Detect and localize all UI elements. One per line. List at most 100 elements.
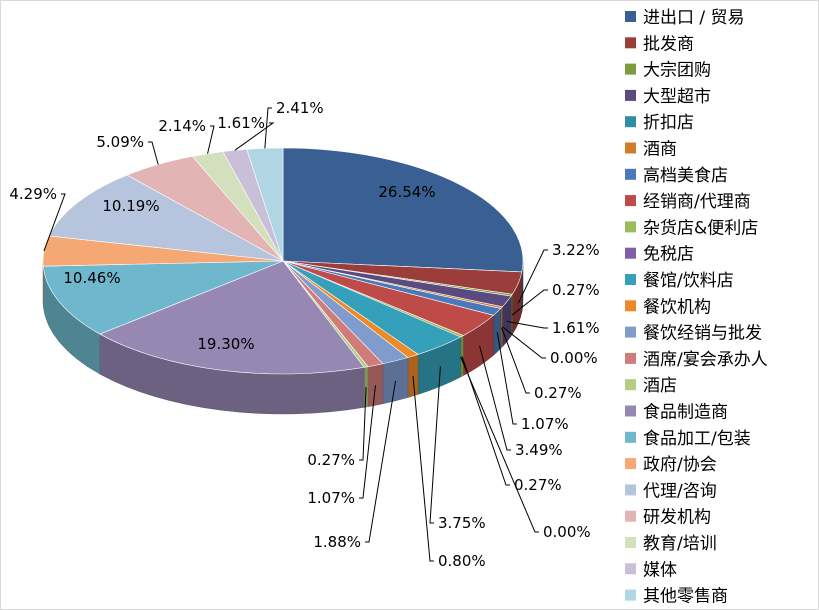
legend-swatch-10 <box>625 274 636 285</box>
slice-0-label: 26.54% <box>378 183 435 201</box>
slice-3-leader <box>506 321 548 329</box>
pie-side-walls <box>42 260 524 415</box>
slice-14-label: 0.27% <box>307 451 355 469</box>
slice-5-leader <box>501 327 530 394</box>
legend-label-20: 教育/培训 <box>643 534 717 554</box>
legend-label-22: 其他零售商 <box>643 587 728 607</box>
slice-15-top <box>99 260 365 375</box>
legend-label-3: 大型超市 <box>643 87 711 107</box>
slice-10-leader <box>429 366 441 524</box>
slice-21-leader <box>234 122 275 151</box>
slice-2-leader <box>511 289 548 316</box>
slice-7-label: 3.49% <box>515 441 563 459</box>
legend-label-5: 酒商 <box>643 140 677 160</box>
slice-13-label: 1.07% <box>307 489 355 507</box>
legend-label-8: 杂货店&便利店 <box>643 218 758 238</box>
slice-8-leader <box>461 356 510 486</box>
slice-17-leader <box>43 193 66 252</box>
slice-9-label: 0.00% <box>543 523 591 541</box>
slice-6-leader <box>496 331 517 425</box>
legend-swatch-14 <box>625 379 636 391</box>
legend-swatch-12 <box>625 326 636 338</box>
slice-8-label: 0.27% <box>514 476 562 494</box>
legend-label-9: 免税店 <box>643 245 694 265</box>
slice-8-side <box>460 335 464 378</box>
slice-14-side <box>363 366 369 408</box>
legend-swatch-21 <box>625 563 636 575</box>
legend-swatch-1 <box>625 37 636 49</box>
slice-12-leader <box>365 380 397 543</box>
legend-label-0: 进出口 / 贸易 <box>643 8 745 28</box>
legend-label-2: 大宗团购 <box>643 61 711 81</box>
slice-13-leader <box>359 385 376 499</box>
pie-top-faces <box>42 147 524 375</box>
legend-swatch-11 <box>625 300 636 312</box>
slice-4-leader <box>502 326 546 359</box>
legend-label-19: 研发机构 <box>643 508 711 528</box>
slice-12-side <box>382 357 409 405</box>
legend-label-17: 政府/协会 <box>643 455 717 475</box>
legend-label-18: 代理/咨询 <box>643 481 717 501</box>
legend-swatch-18 <box>625 484 636 496</box>
legend-swatch-9 <box>625 247 636 259</box>
legend-swatch-22 <box>625 589 636 601</box>
slice-1-label: 3.22% <box>552 241 600 259</box>
legend-swatch-4 <box>625 116 636 128</box>
legend-label-15: 食品制造商 <box>643 403 728 423</box>
leader-lines <box>43 107 548 562</box>
data-labels: 26.54% 3.22% 0.27% 1.61% 0.00% 0.27% 1.07% 3.49… <box>9 99 599 570</box>
legend-label-4: 折扣店 <box>643 113 694 133</box>
slice-17-label: 4.29% <box>9 185 57 203</box>
slice-11-label: 0.80% <box>438 552 486 570</box>
legend-label-11: 餐饮机构 <box>643 297 711 317</box>
slice-11-side <box>407 354 419 398</box>
slice-7-leader <box>479 345 511 451</box>
legend-swatch-19 <box>625 510 636 522</box>
legend-swatch-2 <box>625 63 636 75</box>
slice-19-label: 5.09% <box>96 133 144 151</box>
legend-swatch-5 <box>625 142 636 154</box>
slice-12-label: 1.88% <box>313 533 361 551</box>
slice-11-leader <box>412 375 434 562</box>
legend-label-1: 批发商 <box>643 34 694 54</box>
slice-20-leader <box>207 125 215 154</box>
slice-0-top <box>282 147 524 273</box>
slice-22-label: 2.41% <box>276 99 324 117</box>
legend-swatch-20 <box>625 537 636 548</box>
slice-16-label: 10.46% <box>63 269 120 287</box>
legend-label-21: 媒体 <box>643 560 677 580</box>
legend-label-13: 酒席/宴会承办人 <box>643 350 768 370</box>
slice-4-label: 0.00% <box>550 349 598 367</box>
legend: 进出口 / 贸易批发商大宗团购大型超市折扣店酒商高档美食店经销商/代理商杂货店&… <box>625 8 768 607</box>
legend-label-16: 食品加工/包装 <box>643 429 751 449</box>
legend-swatch-16 <box>625 431 636 443</box>
slice-10-label: 3.75% <box>438 514 486 532</box>
slice-1-leader <box>517 249 548 304</box>
slice-9-leader <box>460 356 539 533</box>
slice-22-leader <box>264 107 272 149</box>
slice-20-label: 2.14% <box>158 117 206 135</box>
legend-label-6: 高档美食店 <box>643 166 728 186</box>
slice-15-label: 19.30% <box>197 335 254 353</box>
slice-3-label: 1.61% <box>552 319 600 337</box>
slice-18-label: 10.19% <box>102 197 159 215</box>
slice-2-label: 0.27% <box>552 281 600 299</box>
slice-5-label: 0.27% <box>534 384 582 402</box>
slice-16-top <box>42 260 284 335</box>
legend-swatch-13 <box>625 352 636 364</box>
slice-21-label: 1.61% <box>217 114 265 132</box>
slice-6-label: 1.07% <box>521 415 569 433</box>
legend-swatch-7 <box>625 195 636 207</box>
legend-label-12: 餐饮经销与批发 <box>643 324 762 344</box>
legend-label-14: 酒店 <box>643 376 677 396</box>
legend-swatch-17 <box>625 458 636 470</box>
legend-label-7: 经销商/代理商 <box>643 192 751 212</box>
slice-14-leader <box>359 386 367 461</box>
slice-5-side <box>500 306 503 350</box>
legend-swatch-0 <box>625 11 636 22</box>
slice-19-leader <box>148 141 159 165</box>
legend-swatch-3 <box>625 89 636 101</box>
legend-swatch-6 <box>625 168 636 180</box>
legend-swatch-15 <box>625 405 636 417</box>
